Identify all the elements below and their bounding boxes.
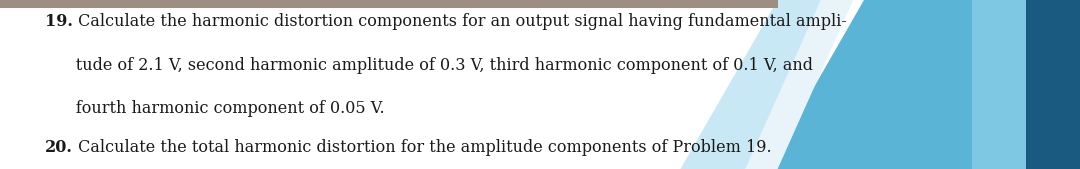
Text: 19.: 19.	[45, 13, 73, 30]
Text: Calculate the harmonic distortion components for an output signal having fundame: Calculate the harmonic distortion compon…	[73, 13, 848, 30]
Bar	[0, 0, 778, 8]
Text: 20.: 20.	[45, 139, 73, 156]
Polygon shape	[680, 0, 842, 169]
Text: fourth harmonic component of 0.05 V.: fourth harmonic component of 0.05 V.	[45, 100, 384, 117]
Polygon shape	[972, 0, 1026, 169]
Polygon shape	[767, 0, 1004, 169]
Polygon shape	[745, 0, 853, 169]
Text: tude of 2.1 V, second harmonic amplitude of 0.3 V, third harmonic component of 0: tude of 2.1 V, second harmonic amplitude…	[45, 56, 813, 74]
Polygon shape	[950, 0, 1080, 169]
Text: Calculate the total harmonic distortion for the amplitude components of Problem : Calculate the total harmonic distortion …	[73, 139, 772, 156]
